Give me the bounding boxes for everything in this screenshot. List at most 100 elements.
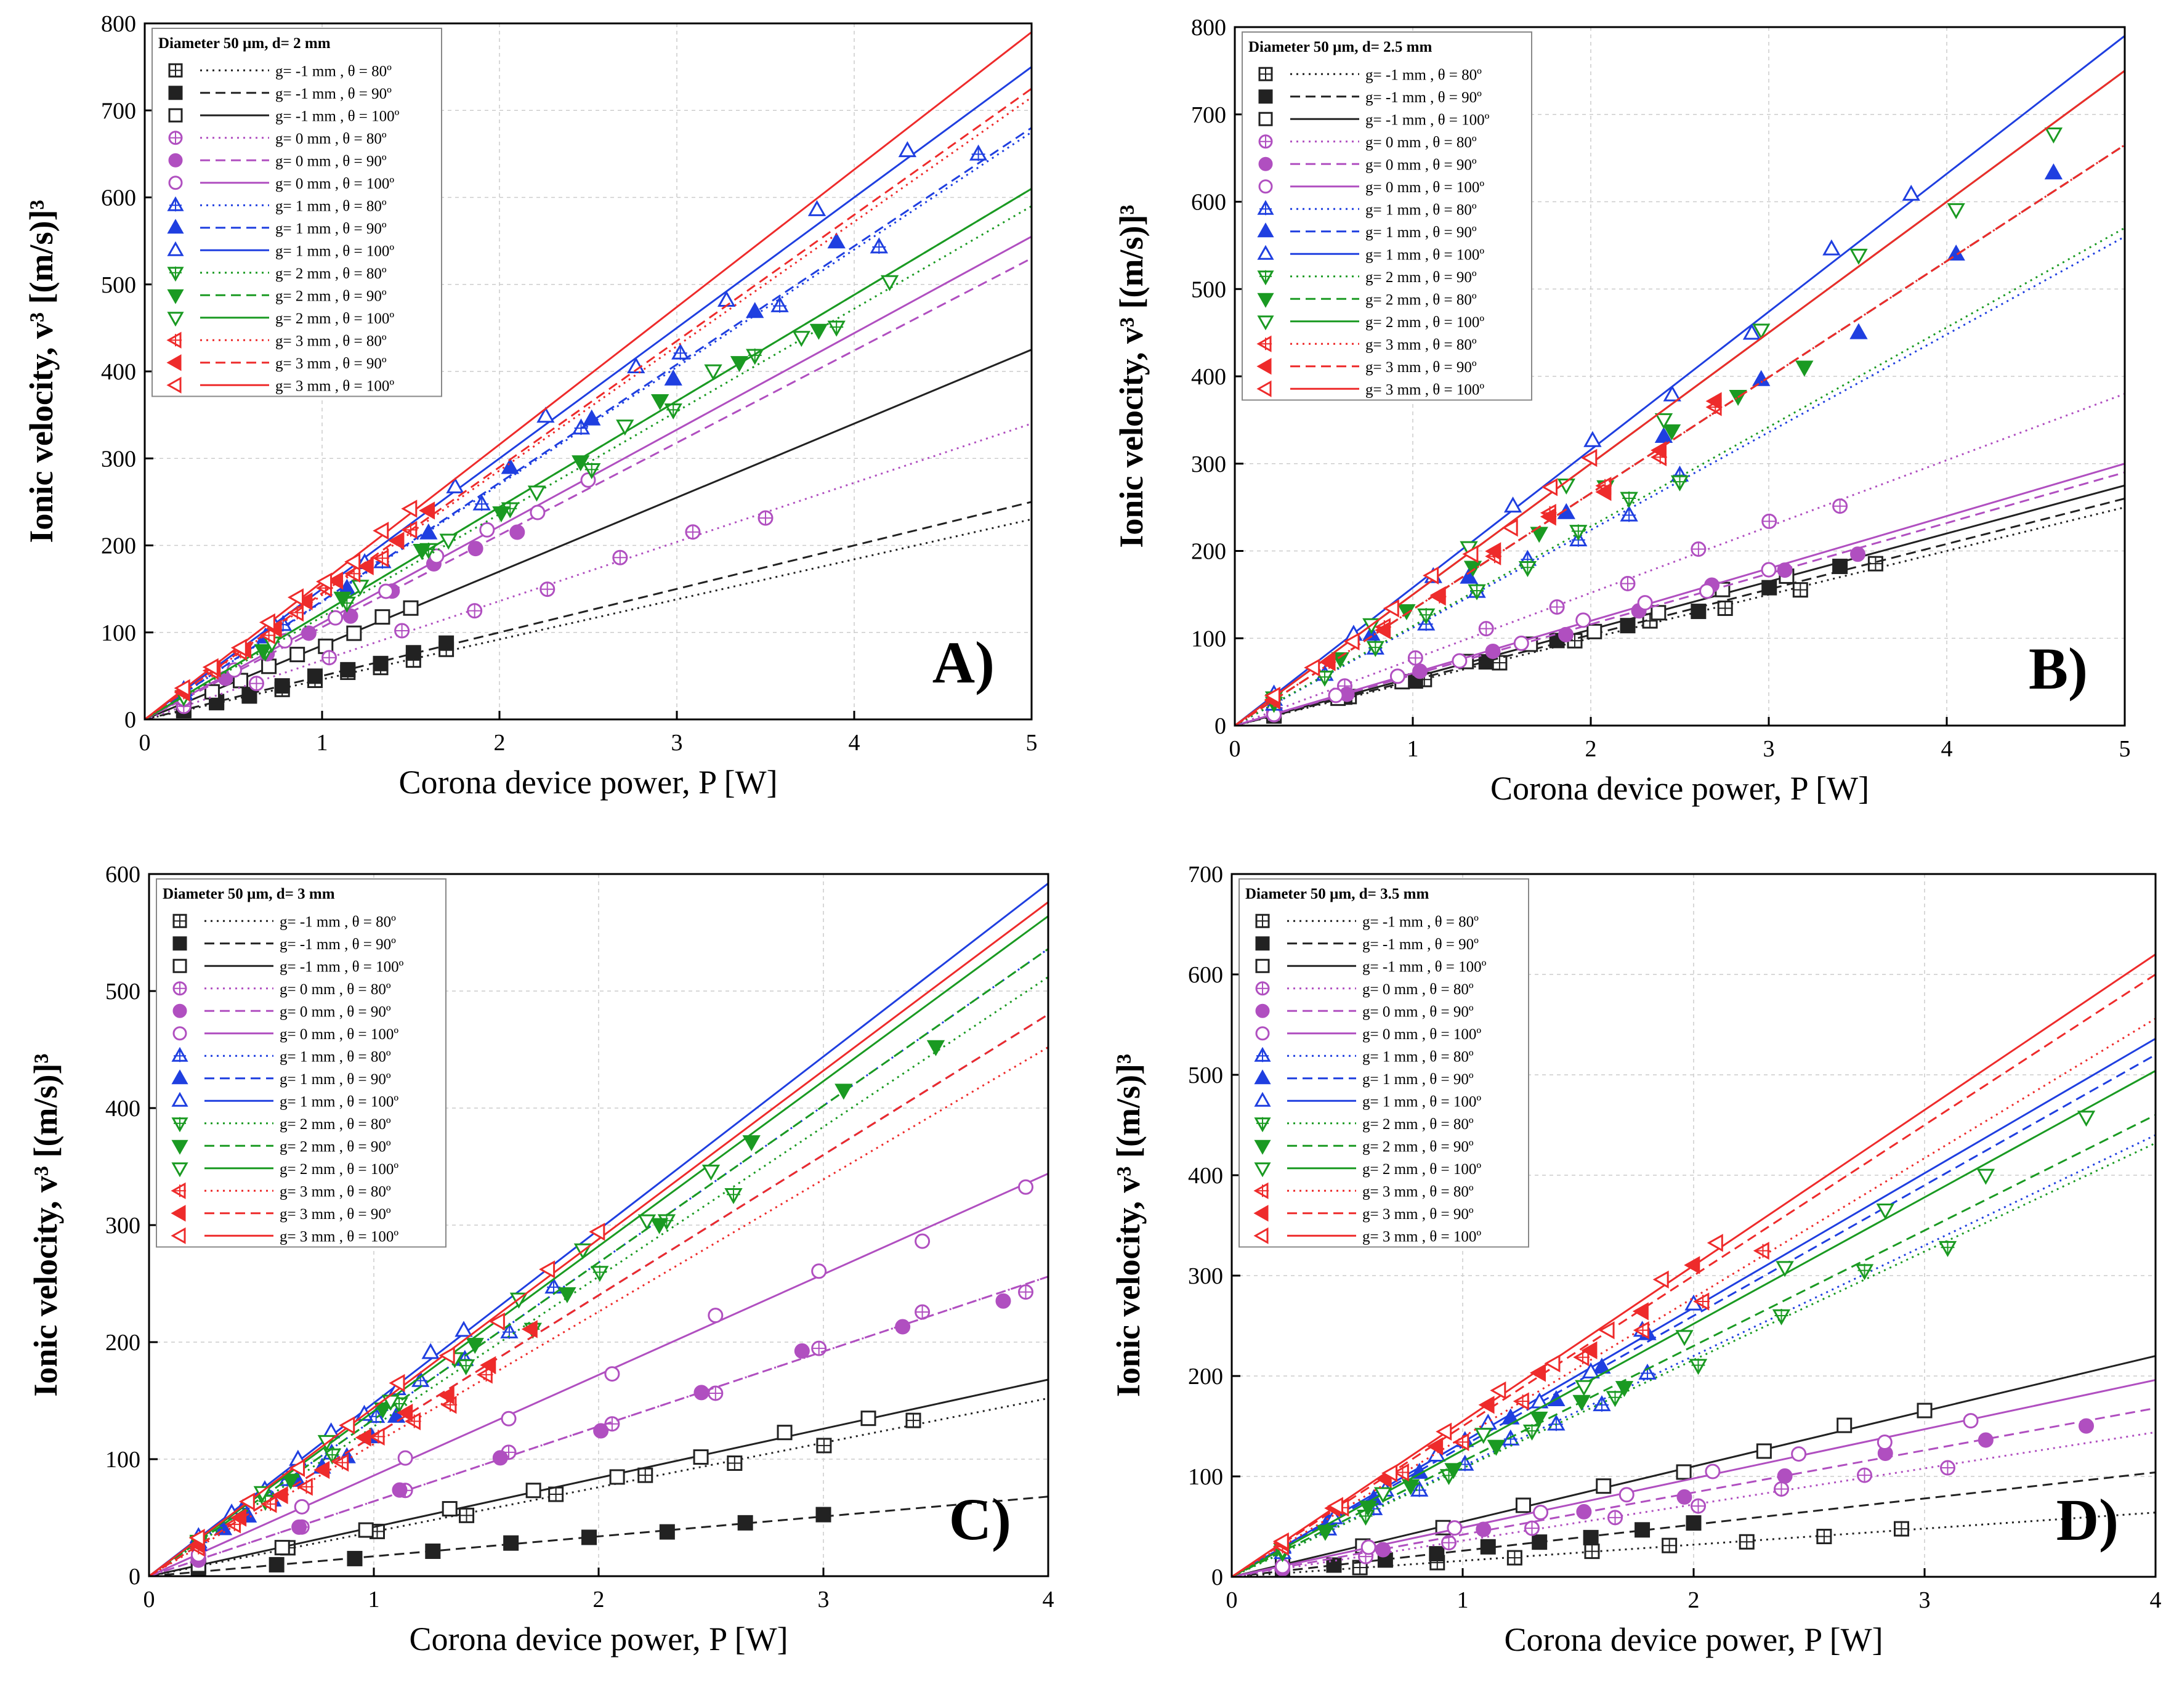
data-point-g1-th90 [827, 232, 846, 249]
data-point-g-1-th90 [1583, 1529, 1599, 1545]
data-point-g-1-th100 [1515, 1497, 1531, 1513]
x-axis-label: Corona device power, P [W] [409, 1621, 788, 1657]
legend-label-10: g= 2 mm , θ = 90º [1362, 1138, 1474, 1155]
data-point-g1-th100 [807, 200, 826, 216]
legend-label-10: g= 2 mm , θ = 90º [275, 288, 387, 304]
x-tick-label: 1 [368, 1587, 380, 1613]
data-point-g3-th100 [344, 552, 361, 571]
legend-title: Diameter 50 µm, d= 2 mm [158, 35, 331, 52]
legend-label-3: g= 0 mm , θ = 80º [280, 981, 391, 998]
data-point-g-1-th100 [374, 609, 390, 625]
data-point-g0-th90 [1978, 1432, 1994, 1448]
legend-marker-13 [166, 354, 182, 371]
legend-label-3: g= 0 mm , θ = 80º [1365, 134, 1477, 151]
legend-marker-11 [1257, 315, 1274, 331]
data-point-g0-th100 [1360, 1539, 1376, 1555]
data-point-g2-th90 [1487, 1439, 1506, 1456]
y-tick-label: 300 [101, 446, 136, 472]
data-point-g3-th100 [202, 658, 219, 676]
fit-line-g-1-th90 [145, 501, 1032, 719]
data-point-g-1-th90 [503, 1535, 519, 1551]
data-point-g0-th100 [328, 610, 344, 626]
legend-marker-4 [172, 1003, 187, 1018]
legend-marker-14 [171, 1227, 186, 1244]
data-point-g2-th90 [1795, 360, 1814, 377]
data-point-g2-th90 [1530, 1411, 1548, 1428]
legend-label-10: g= 2 mm , θ = 80º [1365, 291, 1477, 308]
legend-label-12: g= 3 mm , θ = 80º [1365, 336, 1477, 353]
data-point-g-1-th90 [581, 1529, 597, 1545]
data-point-g-1-th100 [1586, 623, 1602, 639]
data-point-g3-th100 [1501, 518, 1518, 537]
x-axis-label: Corona device power, P [W] [1504, 1621, 1883, 1658]
legend-marker-11 [171, 1162, 188, 1178]
data-point-g0-th90 [995, 1293, 1011, 1309]
data-point-g3-th100 [259, 613, 275, 632]
legend-marker-1 [172, 936, 187, 951]
y-tick-label: 0 [124, 707, 136, 733]
y-tick-label: 500 [1188, 1062, 1223, 1088]
panel-c: 0 1 2 3 4 0 100 200 300 400 500 600 Corona device po… [0, 852, 1072, 1705]
x-tick-label: 1 [1407, 736, 1419, 762]
data-point-g1-th90 [1752, 370, 1771, 386]
x-tick-label: 2 [1585, 736, 1597, 762]
data-point-g-1-th100 [609, 1469, 625, 1485]
legend-label-12: g= 3 mm , θ = 80º [280, 1183, 391, 1200]
data-point-g0-th100 [1877, 1435, 1893, 1451]
legend-marker-5 [1255, 1026, 1270, 1041]
legend-box [156, 878, 447, 1248]
y-tick-label: 700 [1191, 102, 1226, 128]
y-tick-label: 200 [1191, 539, 1226, 565]
x-tick-label: 0 [1229, 736, 1241, 762]
legend-label-14: g= 3 mm , θ = 100º [1362, 1228, 1481, 1245]
data-point-g1-th90 [2044, 163, 2063, 180]
legend-label-13: g= 3 mm , θ = 90º [280, 1206, 391, 1223]
legend-box [152, 28, 442, 397]
data-point-g2-th90 [1331, 652, 1349, 668]
legend-marker-1 [168, 86, 183, 100]
data-point-g-1-th100 [1837, 1417, 1853, 1433]
legend-label-8: g= 1 mm , θ = 100º [1362, 1093, 1481, 1110]
data-point-g-1-th90 [241, 687, 257, 703]
plot-area [145, 31, 1032, 719]
legend-label-0: g= -1 mm , θ = 80º [275, 63, 392, 79]
data-point-g2-th100 [1373, 1487, 1392, 1504]
legend-label-7: g= 1 mm , θ = 90º [1365, 224, 1477, 241]
data-point-g1-th90 [583, 409, 601, 426]
data-point-g-1-th90 [405, 645, 421, 661]
legend-marker-14 [1253, 1227, 1269, 1244]
data-point-g3-th100 [1462, 544, 1479, 564]
data-point-g2-th100 [2077, 1111, 2096, 1127]
legend-marker-5 [168, 176, 183, 190]
data-point-g2-th100 [527, 485, 546, 502]
y-tick-label: 400 [101, 359, 136, 385]
data-point-g3-th100 [1544, 1354, 1561, 1373]
y-tick-label: 100 [105, 1447, 140, 1473]
legend-marker-8 [1254, 1091, 1271, 1107]
x-tick-label: 0 [1226, 1587, 1238, 1613]
data-point-g0-th100 [1328, 687, 1344, 703]
y-tick-label: 100 [101, 620, 136, 646]
fit-line-g0-th90 [1235, 471, 2125, 726]
legend-label-5: g= 0 mm , θ = 100º [1362, 1026, 1481, 1043]
data-point-g0-th90 [2079, 1418, 2094, 1434]
data-point-g3-th90 [1705, 392, 1722, 410]
legend-label-8: g= 1 mm , θ = 100º [1365, 246, 1484, 263]
data-point-g1-th100 [1822, 239, 1841, 256]
legend-label-4: g= 0 mm , θ = 90º [275, 153, 387, 169]
data-point-g2-th90 [809, 323, 828, 340]
data-point-g0-th100 [1447, 1520, 1463, 1536]
data-point-g0-th100 [1761, 562, 1777, 578]
x-tick-label: 3 [671, 730, 683, 756]
legend-label-5: g= 0 mm , θ = 100º [280, 1026, 398, 1043]
data-point-g0-th100 [604, 1366, 620, 1382]
fit-line-g3-th100 [1235, 70, 2125, 726]
legend-label-2: g= -1 mm , θ = 100º [1362, 958, 1487, 975]
data-point-g3-th90 [1595, 483, 1612, 501]
data-point-g2-th90 [281, 1473, 300, 1490]
fit-line-g0-th80 [1235, 392, 2125, 726]
legend-label-7: g= 1 mm , θ = 90º [280, 1071, 391, 1088]
legend-label-4: g= 0 mm , θ = 90º [280, 1003, 391, 1020]
x-tick-label: 4 [1941, 736, 1953, 762]
